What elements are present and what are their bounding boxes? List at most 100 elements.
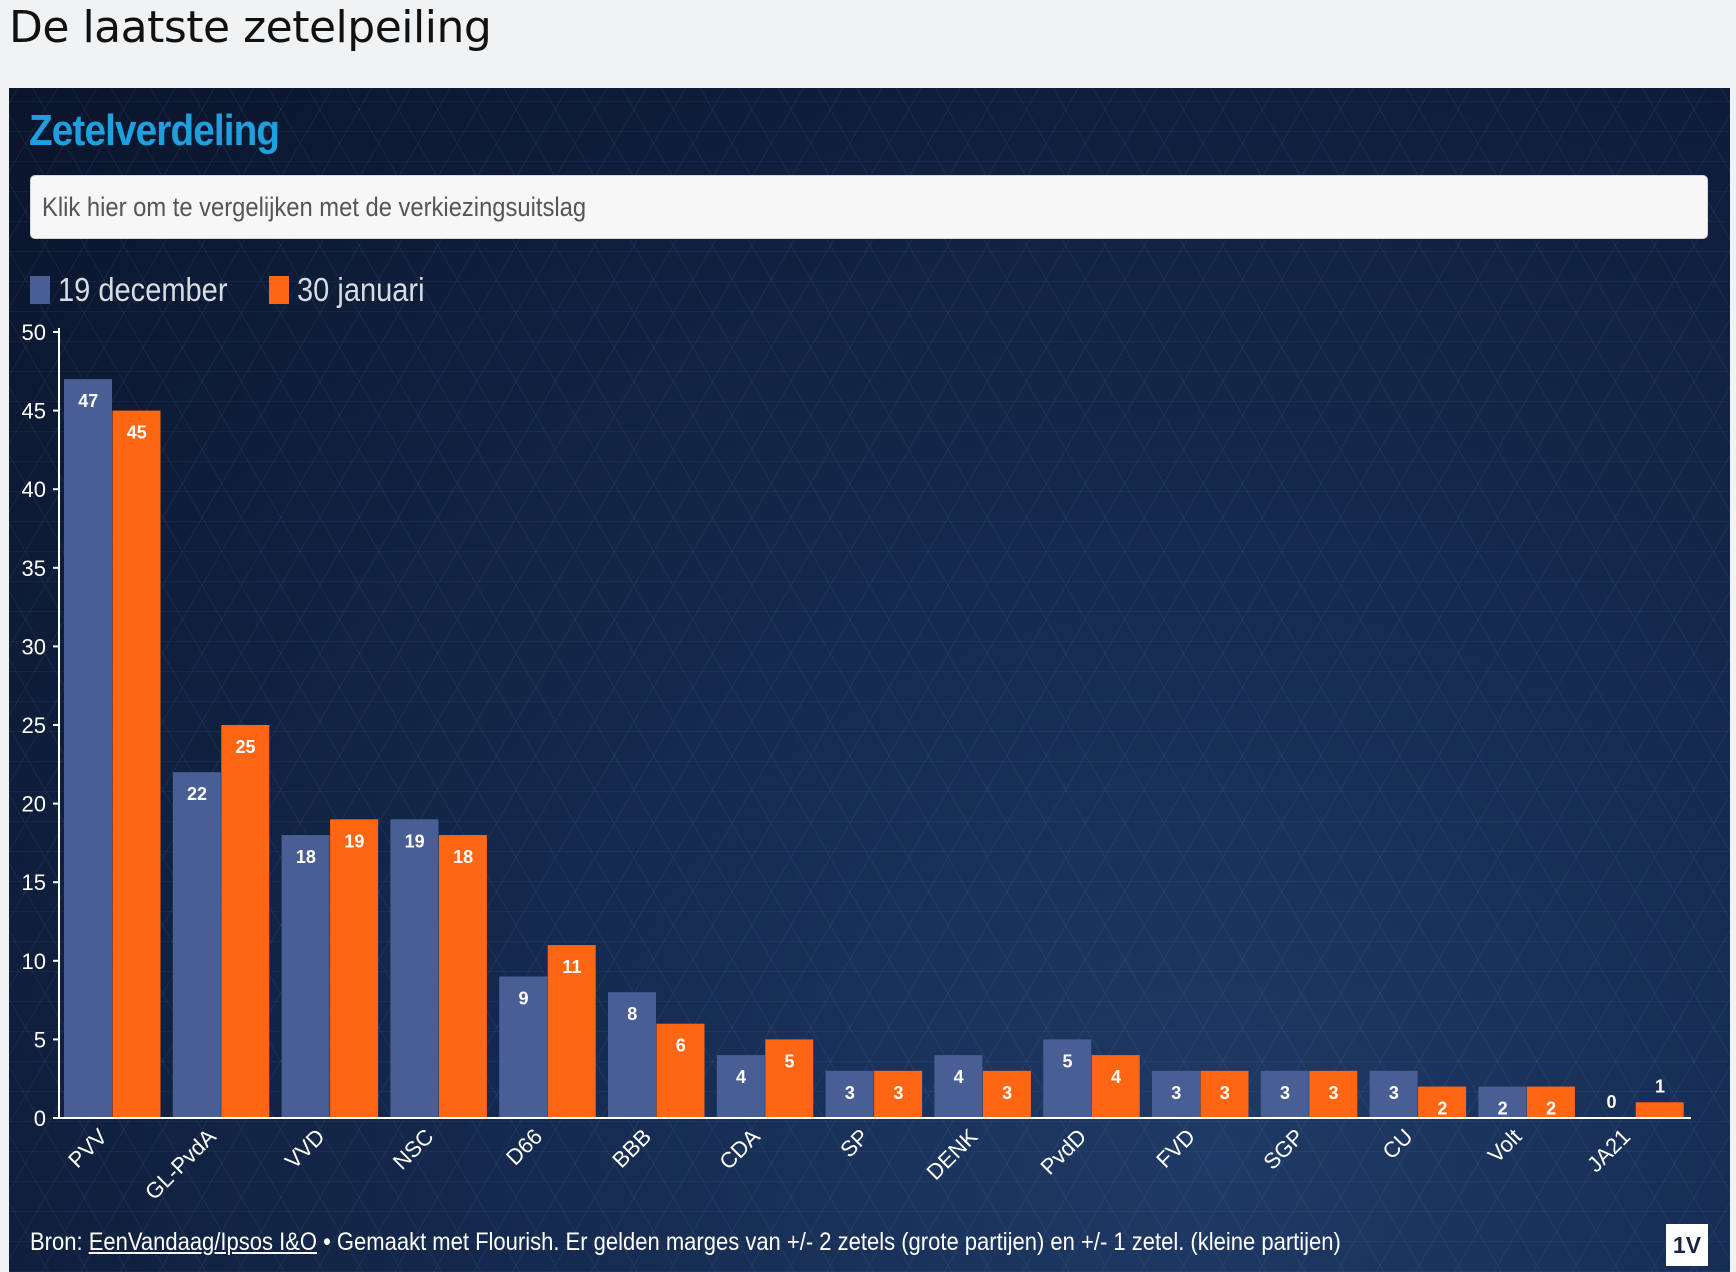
- y-tick-label: 5: [34, 1027, 46, 1052]
- y-tick-label: 20: [22, 792, 46, 817]
- bar-1: [64, 379, 112, 1118]
- bar-2: [547, 945, 596, 1118]
- x-tick-label: CU: [1377, 1124, 1417, 1164]
- legend-item-series-1[interactable]: 19 december: [30, 271, 251, 309]
- legend-swatch-series-2: [268, 276, 289, 304]
- legend-label-series-2: 30 januari: [296, 271, 425, 308]
- legend-swatch-series-1: [30, 276, 50, 304]
- data-label: 3: [1389, 1083, 1399, 1103]
- source-link[interactable]: EenVandaag/Ipsos I&O: [88, 1228, 318, 1256]
- x-tick-label: Volt: [1483, 1124, 1527, 1168]
- data-label: 3: [1329, 1083, 1339, 1103]
- bar-1: [608, 992, 656, 1118]
- chart-legend: 19 december 30 januari: [30, 271, 460, 309]
- data-label: 2: [1437, 1099, 1447, 1119]
- data-label: 3: [845, 1083, 855, 1103]
- bar-2: [1091, 1055, 1140, 1118]
- data-label: 5: [1062, 1051, 1072, 1071]
- bar-1: [1478, 1086, 1527, 1118]
- compare-election-result-button[interactable]: Klik hier om te vergelijken met de verki…: [30, 175, 1708, 239]
- data-label: 2: [1546, 1099, 1556, 1119]
- bar-1: [716, 1055, 765, 1118]
- data-label: 47: [78, 391, 98, 411]
- bar-2: [221, 725, 270, 1118]
- chart-footer: Bron: EenVandaag/Ipsos I&O • Gemaakt met…: [30, 1228, 1341, 1257]
- bar-2: [874, 1070, 923, 1118]
- x-tick-label: D66: [501, 1124, 547, 1170]
- data-label: 3: [893, 1083, 903, 1103]
- y-tick-label: 35: [22, 556, 46, 581]
- data-label: 1: [1655, 1076, 1665, 1096]
- bar-1: [1260, 1070, 1309, 1118]
- x-tick-label: VVD: [280, 1124, 330, 1174]
- x-tick-label: PVV: [63, 1124, 112, 1173]
- x-tick-label: JA21: [1582, 1124, 1635, 1177]
- bar-chart: 051015202530354045504745PVV2225GL-PvdA18…: [22, 320, 1691, 1205]
- footer-prefix: Bron:: [30, 1228, 89, 1256]
- bar-2: [1200, 1070, 1249, 1118]
- bar-1: [825, 1070, 874, 1118]
- y-tick-label: 40: [22, 477, 46, 502]
- bar-1: [499, 976, 548, 1118]
- bar-2: [656, 1023, 705, 1118]
- legend-label-series-1: 19 december: [58, 271, 228, 308]
- bar-2: [765, 1039, 814, 1118]
- y-tick-label: 10: [22, 949, 46, 974]
- data-label: 2: [1498, 1099, 1508, 1119]
- bar-2: [1635, 1102, 1684, 1118]
- data-label: 45: [127, 423, 147, 443]
- data-label: 22: [187, 784, 207, 804]
- y-tick-label: 45: [22, 399, 46, 424]
- data-label: 19: [405, 831, 425, 851]
- data-label: 25: [236, 737, 256, 757]
- data-label: 0: [1606, 1092, 1616, 1112]
- bar-2: [330, 819, 379, 1118]
- data-label: 3: [1171, 1083, 1181, 1103]
- page-title: De laatste zetelpeiling: [9, 2, 492, 53]
- legend-item-series-2[interactable]: 30 januari: [268, 271, 442, 309]
- data-label: 5: [785, 1051, 795, 1071]
- x-tick-label: SGP: [1258, 1124, 1309, 1175]
- data-label: 19: [344, 831, 364, 851]
- y-tick-label: 50: [22, 320, 46, 345]
- eenvandaag-logo: 1V: [1666, 1224, 1708, 1266]
- bar-1: [390, 819, 439, 1118]
- x-tick-label: PvdD: [1036, 1124, 1092, 1180]
- data-label: 4: [736, 1067, 746, 1087]
- chart-panel: Zetelverdeling Klik hier om te vergelijk…: [9, 88, 1730, 1272]
- bar-2: [1526, 1086, 1575, 1118]
- bar-2: [1418, 1086, 1467, 1118]
- x-tick-label: DENK: [922, 1124, 983, 1185]
- y-tick-label: 25: [22, 713, 46, 738]
- data-label: 18: [296, 847, 316, 867]
- data-label: 8: [627, 1004, 637, 1024]
- data-label: 4: [1111, 1067, 1121, 1087]
- bar-1: [281, 835, 330, 1118]
- bar-1: [934, 1055, 983, 1118]
- data-label: 11: [562, 957, 581, 977]
- data-label: 3: [1002, 1083, 1012, 1103]
- x-tick-label: FVD: [1151, 1124, 1200, 1173]
- data-label: 9: [518, 989, 528, 1009]
- bar-2: [112, 410, 161, 1119]
- x-tick-label: NSC: [388, 1124, 439, 1175]
- bar-1: [1152, 1070, 1200, 1118]
- bar-2: [438, 835, 487, 1118]
- y-tick-label: 30: [22, 634, 46, 659]
- x-tick-label: SP: [835, 1124, 873, 1162]
- data-label: 18: [453, 847, 473, 867]
- y-tick-label: 15: [22, 870, 46, 895]
- x-tick-label: BBB: [607, 1124, 656, 1173]
- y-tick-label: 0: [34, 1106, 46, 1131]
- bar-2: [1309, 1070, 1358, 1118]
- footer-note: • Gemaakt met Flourish. Er gelden marges…: [317, 1228, 1341, 1256]
- data-label: 3: [1220, 1083, 1230, 1103]
- data-label: 3: [1280, 1083, 1290, 1103]
- x-tick-label: GL-PvdA: [140, 1124, 221, 1205]
- chart-title: Zetelverdeling: [29, 106, 280, 155]
- compare-button-label: Klik hier om te vergelijken met de verki…: [42, 191, 587, 222]
- data-label: 4: [954, 1067, 964, 1087]
- bar-1: [1369, 1070, 1418, 1118]
- x-tick-label: CDA: [714, 1124, 765, 1175]
- data-label: 6: [676, 1036, 686, 1056]
